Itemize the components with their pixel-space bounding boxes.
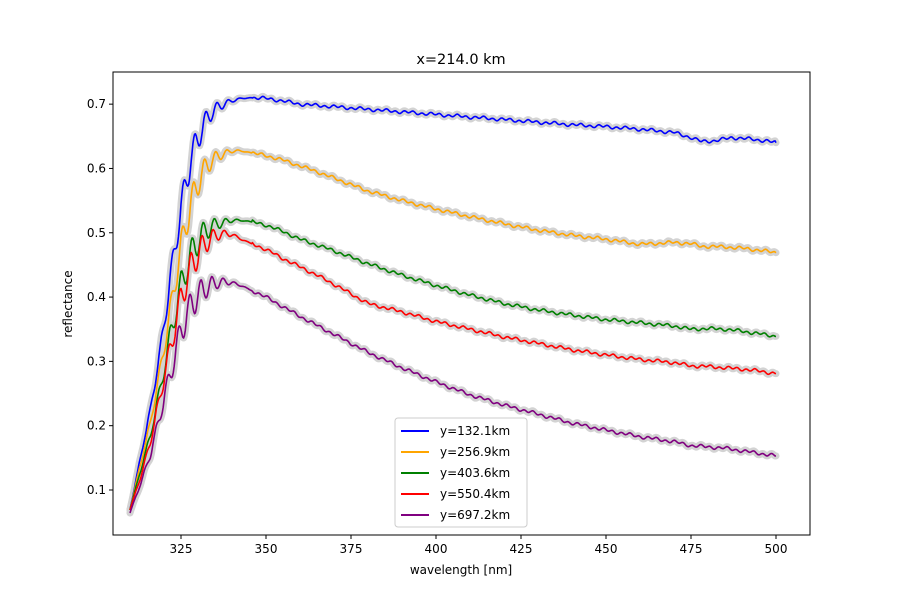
x-tick-label: 400 bbox=[425, 542, 448, 556]
y-axis-label: reflectance bbox=[61, 270, 75, 337]
x-axis-label: wavelength [nm] bbox=[410, 563, 512, 577]
y-tick-label: 0.2 bbox=[87, 419, 106, 433]
legend-label: y=550.4km bbox=[440, 487, 510, 501]
legend-box bbox=[394, 417, 528, 528]
x-tick-label: 350 bbox=[255, 542, 278, 556]
x-tick-label: 500 bbox=[765, 542, 788, 556]
legend-label: y=256.9km bbox=[440, 445, 510, 459]
x-tick-label: 475 bbox=[680, 542, 703, 556]
series-line-y-132-1km bbox=[129, 95, 777, 510]
legend: y=132.1km y=256.9km y=403.6km y=550.4km y=69… bbox=[394, 417, 528, 528]
x-axis-ticks: 325 350 375 400 425 450 475 500 bbox=[170, 535, 788, 556]
x-tick-label: 375 bbox=[340, 542, 363, 556]
series-line-y-550-4km bbox=[129, 228, 777, 511]
y-tick-label: 0.6 bbox=[87, 161, 106, 175]
legend-label: y=132.1km bbox=[440, 424, 510, 438]
legend-label: y=403.6km bbox=[440, 466, 510, 480]
legend-label: y=697.2km bbox=[440, 508, 510, 522]
y-tick-label: 0.1 bbox=[87, 483, 106, 497]
y-tick-label: 0.7 bbox=[87, 97, 106, 111]
y-tick-label: 0.5 bbox=[87, 226, 106, 240]
y-tick-label: 0.4 bbox=[87, 290, 106, 304]
x-tick-label: 450 bbox=[595, 542, 618, 556]
y-tick-label: 0.3 bbox=[87, 354, 106, 368]
series-line-y-403-6km bbox=[129, 217, 777, 511]
series-line-y-697-2km bbox=[129, 275, 777, 514]
x-tick-label: 425 bbox=[510, 542, 533, 556]
series-lines bbox=[129, 95, 777, 514]
x-tick-label: 325 bbox=[170, 542, 193, 556]
y-axis-ticks: 0.1 0.2 0.3 0.4 0.5 0.6 0.7 bbox=[87, 97, 113, 497]
series-line-y-256-9km bbox=[129, 149, 777, 511]
chart-title: x=214.0 km bbox=[416, 52, 505, 68]
plot-frame bbox=[112, 71, 811, 536]
